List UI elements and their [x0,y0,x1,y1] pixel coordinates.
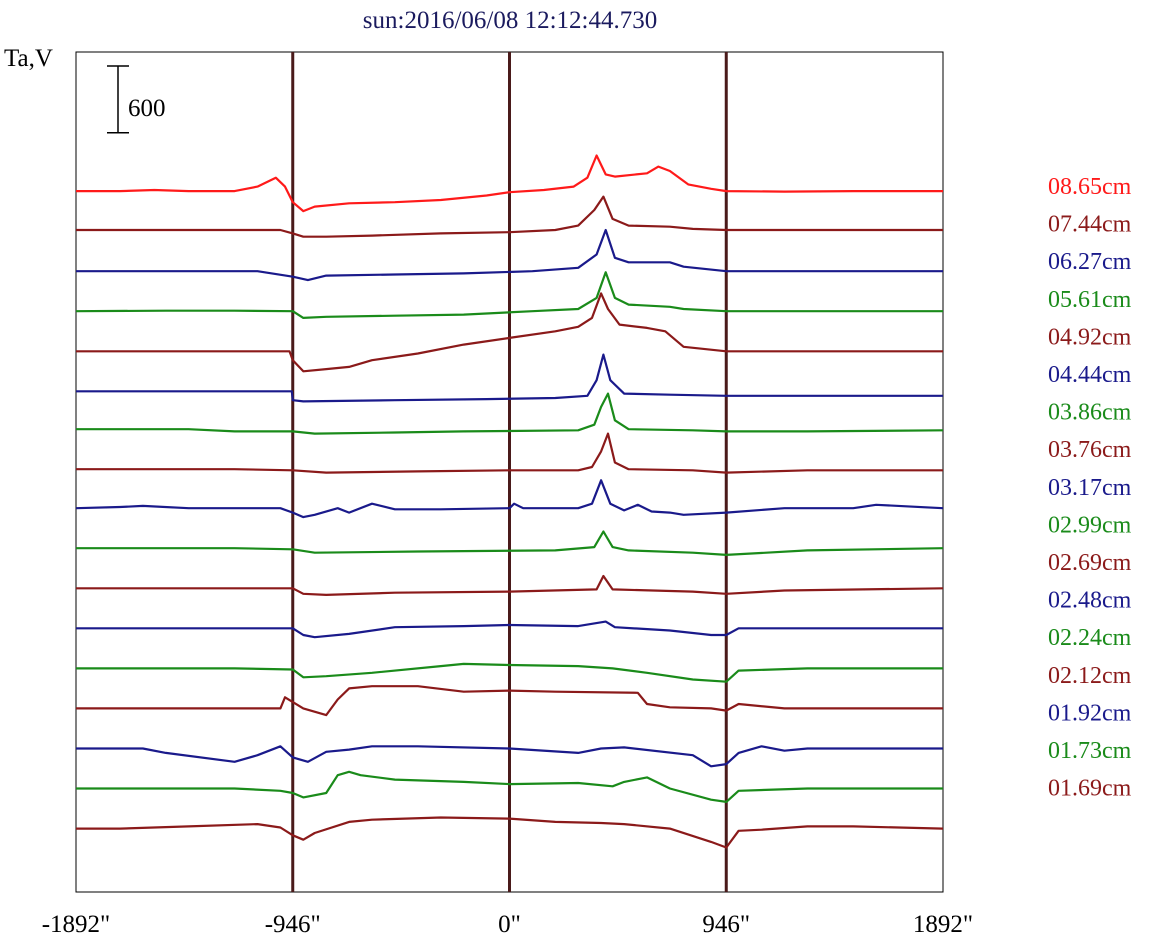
series-line-07.44cm [76,195,943,238]
legend-entry-02.48cm: 02.48cm [1048,588,1132,614]
series-lines [75,154,944,849]
series-line-02.24cm [76,662,943,683]
x-tick-label-0: -1892" [42,911,111,938]
series-line-05.61cm [75,271,943,319]
legend-entry-04.92cm: 04.92cm [1048,324,1132,350]
x-tick-label-2: 0" [498,911,521,938]
scale-bar-label: 600 [128,95,166,122]
legend-entry-03.86cm: 03.86cm [1048,400,1132,426]
legend-entry-02.99cm: 02.99cm [1048,512,1132,538]
series-line-01.92cm [76,745,943,768]
x-tick-label-4: 1892" [913,911,973,938]
x-tick-label-1: -946" [265,911,321,938]
series-line-08.65cm [76,154,943,213]
legend-entry-07.44cm: 07.44cm [1048,212,1132,238]
legend-entry-08.65cm: 08.65cm [1048,174,1132,200]
legend-entry-03.17cm: 03.17cm [1048,475,1132,501]
legend-entry-01.69cm: 01.69cm [1048,776,1132,802]
series-line-03.17cm [75,479,944,519]
legend-entry-01.73cm: 01.73cm [1048,738,1132,764]
x-tick-labels: -1892" -946" 0" 946" 1892" [42,911,973,938]
y-axis-label: Ta,V [4,45,53,72]
x-tick-label-3: 946" [702,911,750,938]
series-line-06.27cm [76,228,943,282]
legend-entry-02.69cm: 02.69cm [1048,550,1132,576]
legend-entry-02.12cm: 02.12cm [1048,663,1132,689]
series-line-01.73cm [76,770,943,803]
series-line-02.69cm [76,574,944,596]
legend-entry-06.27cm: 06.27cm [1048,249,1132,275]
legend-entry-04.44cm: 04.44cm [1048,362,1132,388]
legend-entry-05.61cm: 05.61cm [1048,287,1132,313]
scale-bar [107,65,129,134]
series-line-01.69cm [76,816,944,849]
legend: 08.65cm 07.44cm 06.27cm 05.61cm 04.92cm 04.44… [1048,174,1132,802]
legend-entry-02.24cm: 02.24cm [1048,625,1132,651]
chart-title: sun:2016/06/08 12:12:44.730 [363,7,657,34]
series-line-04.92cm [76,292,943,373]
legend-entry-01.92cm: 01.92cm [1048,700,1132,726]
series-line-02.99cm [76,530,944,556]
series-line-02.48cm [76,620,943,639]
legend-entry-03.76cm: 03.76cm [1048,437,1132,463]
series-line-03.86cm [76,392,944,435]
series-line-02.12cm [76,685,943,717]
series-line-04.44cm [76,353,943,403]
series-line-03.76cm [76,432,943,474]
